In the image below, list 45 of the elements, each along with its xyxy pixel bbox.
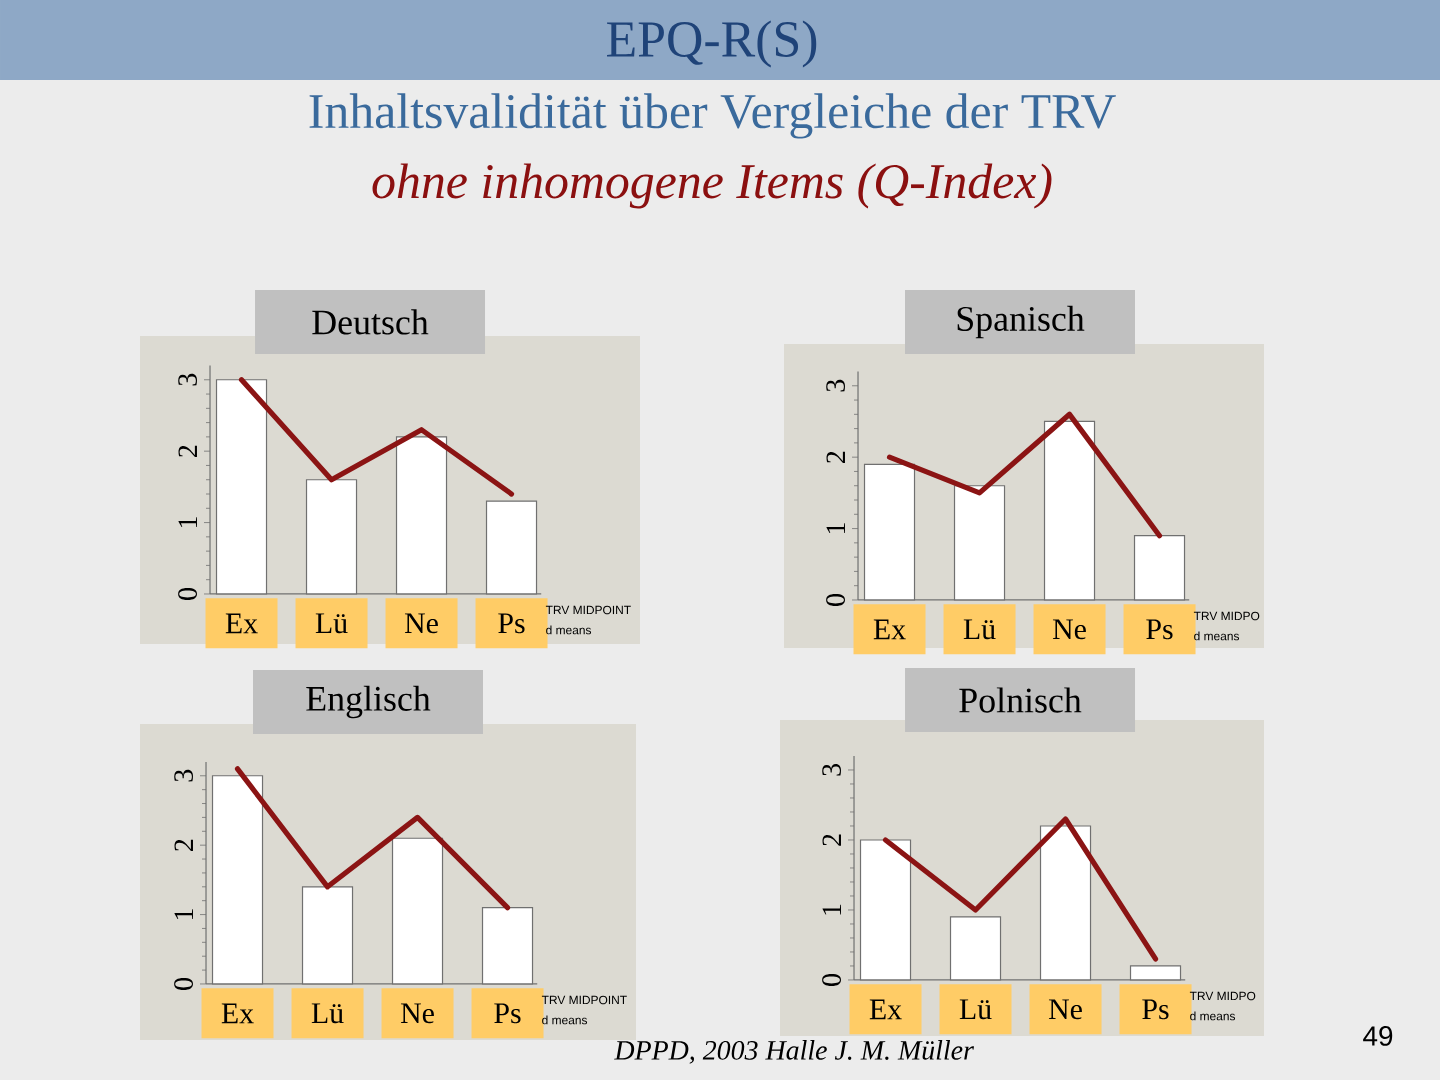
x-tick-label: Lü <box>963 619 996 640</box>
x-tick-label: Ex <box>873 619 906 640</box>
x-tick-label: Ex <box>221 1003 254 1024</box>
x-tick-label: Ps <box>1142 999 1169 1020</box>
chart-title: Spanisch <box>957 305 1085 339</box>
y-tick-label: 3 <box>174 769 193 782</box>
y-tick-label: 1 <box>174 909 193 920</box>
x-tick-label: Ps <box>498 613 525 634</box>
y-tick-label: 1 <box>826 523 845 534</box>
chart-title: Englisch <box>306 685 431 719</box>
line-series <box>238 377 515 497</box>
y-tick-label: 2 <box>178 445 197 457</box>
x-tick-label: Ex <box>225 613 258 634</box>
text: ohne inhomogene Items (Q-Index) <box>372 163 1052 209</box>
line-series <box>882 816 1159 962</box>
text: EPQ-R(S) <box>607 20 817 68</box>
y-tick-label: 3 <box>822 764 841 776</box>
x-tick-label: Ex <box>869 999 902 1020</box>
chart-title: Deutsch <box>312 309 429 335</box>
line-series <box>886 411 1163 539</box>
y-tick-label: 2 <box>822 834 841 846</box>
y-tick-label: 0 <box>822 974 841 986</box>
x-tick-label: Ne <box>1052 619 1086 640</box>
x-tick-label: Ne <box>400 1003 434 1024</box>
x-tick-label: Lü <box>311 1003 344 1024</box>
x-tick-label: Ne <box>404 613 438 634</box>
x-tick-label: Lü <box>959 999 992 1020</box>
x-tick-label: Ps <box>1146 619 1173 640</box>
x-tick-label: Lü <box>315 613 348 634</box>
y-tick-label: 0 <box>174 978 193 990</box>
y-tick-label: 1 <box>822 904 841 915</box>
x-tick-label: Ne <box>1048 999 1082 1020</box>
y-tick-label: 2 <box>826 451 845 463</box>
y-tick-label: 1 <box>178 517 197 528</box>
y-tick-label: 3 <box>826 379 845 392</box>
chart-title: Polnisch <box>959 687 1082 713</box>
y-tick-label: 3 <box>178 373 197 386</box>
text: DPPD, 2003 Halle J. M. Müller <box>614 1040 974 1064</box>
x-tick-label: Ps <box>494 1003 521 1024</box>
line-series <box>234 766 511 911</box>
y-tick-label: 2 <box>174 839 193 851</box>
text: 49 <box>1363 1026 1393 1046</box>
text: Inhaltsvalidität über Vergleiche der TRV <box>309 93 1116 139</box>
y-tick-label: 0 <box>178 588 197 600</box>
y-tick-label: 0 <box>826 594 845 606</box>
